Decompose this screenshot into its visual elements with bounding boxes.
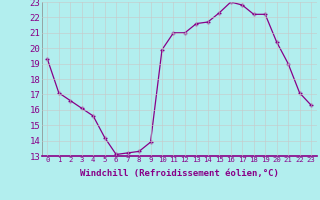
X-axis label: Windchill (Refroidissement éolien,°C): Windchill (Refroidissement éolien,°C) <box>80 169 279 178</box>
